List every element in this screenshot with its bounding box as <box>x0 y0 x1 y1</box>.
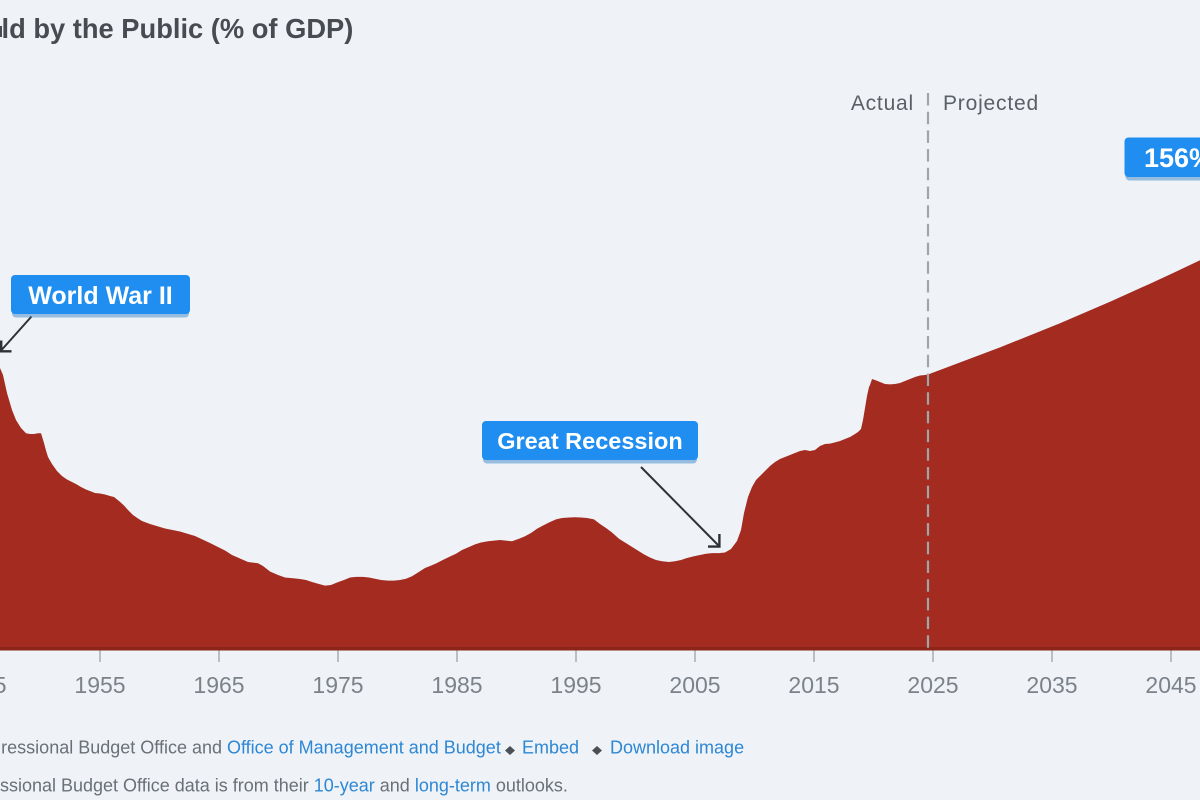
svg-text:Source: Congressional Budget O: Source: Congressional Budget Office and … <box>0 738 501 758</box>
svg-text:Great Recession: Great Recession <box>497 428 682 454</box>
svg-text:1975: 1975 <box>312 672 363 698</box>
svg-text:World War II: World War II <box>28 282 172 310</box>
svg-text:2025: 2025 <box>907 672 958 698</box>
svg-text:1965: 1965 <box>193 672 244 698</box>
svg-text:1955: 1955 <box>74 672 125 698</box>
svg-text:ld by the Public (% of GDP): ld by the Public (% of GDP) <box>2 13 354 44</box>
svg-text:Projected: Projected <box>943 92 1039 115</box>
svg-text:Download image: Download image <box>610 738 744 758</box>
svg-text:2035: 2035 <box>1026 672 1077 698</box>
svg-text:1995: 1995 <box>550 672 601 698</box>
svg-text:156%: 156% <box>1144 143 1200 173</box>
svg-text:2045: 2045 <box>1145 672 1196 698</box>
svg-text:Congressional Budget Office da: Congressional Budget Office data is from… <box>0 776 568 796</box>
svg-text:Embed: Embed <box>522 738 579 758</box>
svg-text:2005: 2005 <box>669 672 720 698</box>
svg-text:1985: 1985 <box>431 672 482 698</box>
svg-text:1945: 1945 <box>0 672 7 698</box>
svg-text:2015: 2015 <box>788 672 839 698</box>
svg-text:Actual: Actual <box>851 92 914 115</box>
